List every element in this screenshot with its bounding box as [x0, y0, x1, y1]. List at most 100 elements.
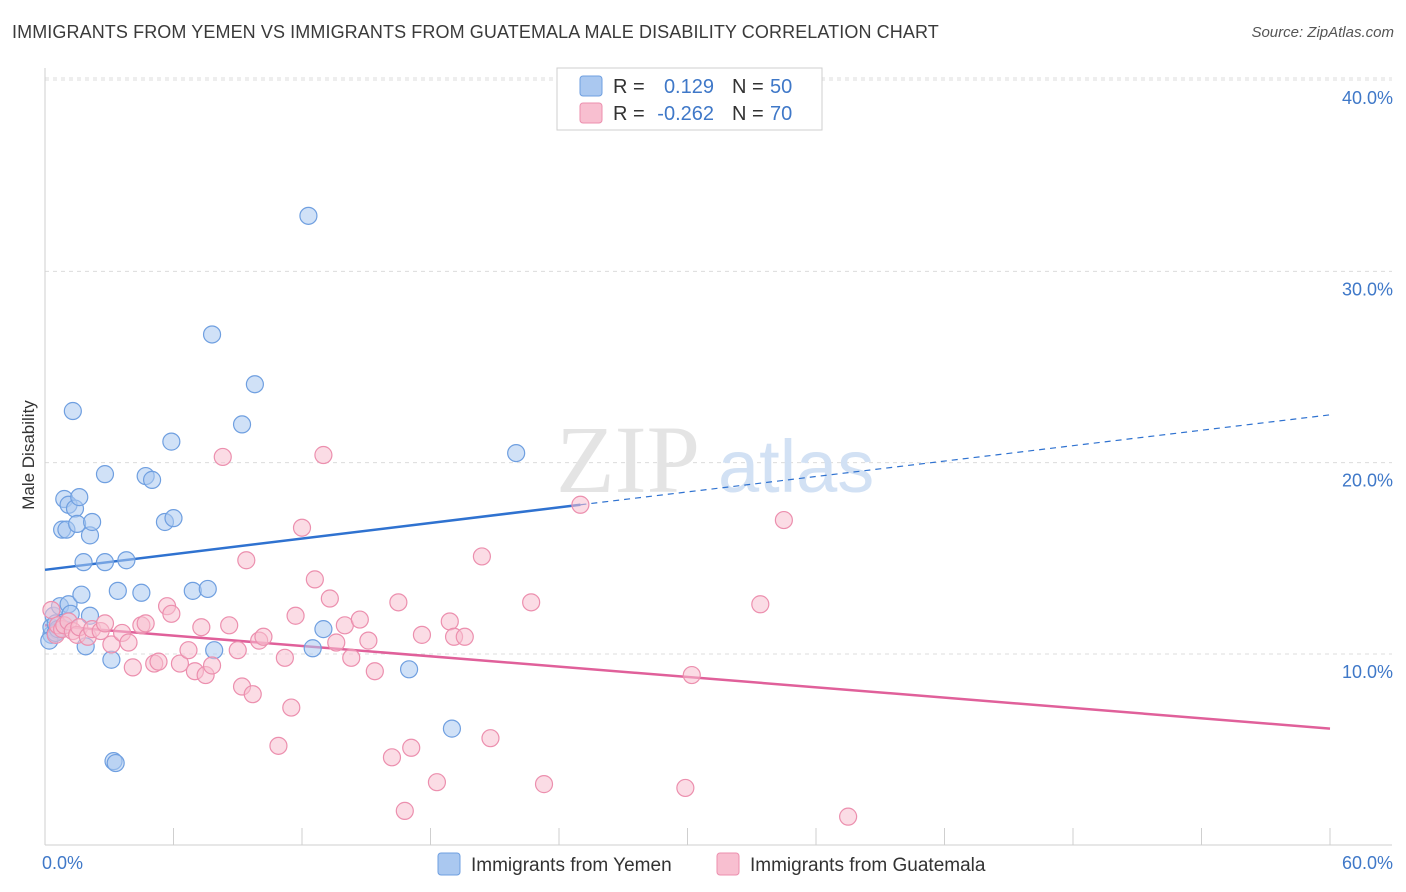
point-guatemala-67 — [751, 595, 770, 614]
legend-r-label-yemen: R = — [613, 76, 645, 98]
point-guatemala-26 — [192, 618, 211, 637]
point-yemen-32 — [162, 432, 181, 451]
point-guatemala-43 — [314, 445, 333, 465]
series-yemen — [40, 206, 526, 773]
axes — [44, 68, 1392, 846]
legend-swatch-guatemala — [579, 102, 603, 124]
point-yemen-35 — [198, 579, 217, 599]
point-guatemala-23 — [170, 654, 190, 673]
point-guatemala-48 — [350, 610, 369, 629]
y-tick-label-40: 40.0% — [1342, 88, 1393, 108]
legend-n-value-guatemala: 70 — [770, 103, 792, 125]
point-yemen-42 — [314, 620, 333, 639]
point-guatemala-22 — [162, 604, 181, 623]
tick-labels: 10.0% 20.0% 30.0% 40.0% 0.0% 60.0% — [42, 88, 1393, 873]
point-guatemala-0 — [42, 600, 61, 620]
watermark: ZIP atlas — [556, 406, 874, 513]
point-yemen-27 — [117, 551, 136, 570]
bottom-legend-label-yemen: Immigrants from Yemen — [471, 855, 672, 876]
legend-box: R = 0.129 N = 50 R = -0.262 N = 70 — [556, 67, 823, 131]
y-tick-label-20: 20.0% — [1342, 471, 1393, 491]
point-yemen-20 — [83, 512, 102, 532]
legend-r-value-guatemala: -0.262 — [657, 103, 714, 125]
point-guatemala-12 — [95, 614, 115, 633]
bottom-legend-swatch-guatemala — [716, 852, 740, 876]
series-guatemala — [42, 445, 858, 826]
watermark-atlas: atlas — [718, 425, 874, 508]
point-guatemala-63 — [534, 775, 554, 794]
y-tick-label-30: 30.0% — [1342, 279, 1393, 299]
point-guatemala-64 — [571, 495, 590, 514]
watermark-zip: ZIP — [556, 406, 700, 513]
point-guatemala-61 — [481, 729, 500, 748]
point-guatemala-38 — [275, 648, 294, 667]
bottom-legend: Immigrants from Yemen Immigrants from Gu… — [437, 852, 986, 876]
bottom-legend-label-guatemala: Immigrants from Guatemala — [750, 855, 986, 876]
point-guatemala-16 — [123, 658, 142, 677]
point-guatemala-30 — [220, 616, 239, 635]
point-guatemala-49 — [359, 631, 378, 650]
point-guatemala-31 — [228, 641, 247, 660]
point-guatemala-66 — [682, 665, 701, 685]
point-guatemala-50 — [365, 662, 384, 681]
point-guatemala-33 — [237, 551, 256, 570]
point-guatemala-60 — [472, 547, 491, 566]
point-yemen-16 — [74, 553, 93, 572]
point-yemen-26 — [108, 581, 127, 600]
x-tick-label-max: 60.0% — [1342, 853, 1393, 873]
point-yemen-43 — [399, 660, 419, 679]
point-yemen-28 — [132, 583, 151, 602]
point-guatemala-57 — [440, 612, 459, 631]
point-guatemala-51 — [382, 748, 402, 767]
point-yemen-14 — [70, 488, 89, 507]
point-yemen-39 — [245, 375, 264, 394]
point-guatemala-20 — [149, 652, 168, 671]
point-yemen-38 — [232, 415, 252, 434]
point-guatemala-52 — [389, 593, 408, 612]
point-guatemala-37 — [269, 736, 288, 755]
trend-line-yemen-extension — [580, 414, 1331, 506]
point-yemen-41 — [303, 639, 322, 658]
point-guatemala-28 — [202, 656, 222, 675]
point-guatemala-45 — [327, 633, 346, 652]
point-yemen-34 — [183, 581, 202, 600]
point-yemen-33 — [164, 509, 183, 528]
y-tick-label-10: 10.0% — [1342, 662, 1393, 682]
bottom-legend-swatch-yemen — [437, 852, 461, 876]
point-guatemala-29 — [213, 447, 232, 467]
point-guatemala-41 — [292, 518, 312, 537]
point-guatemala-15 — [119, 633, 138, 652]
chart-title: IMMIGRANTS FROM YEMEN VS IMMIGRANTS FROM… — [12, 22, 939, 42]
legend-n-label-yemen: N = — [732, 76, 764, 98]
point-guatemala-47 — [342, 648, 361, 667]
x-tick-label-min: 0.0% — [42, 853, 83, 873]
point-yemen-15 — [72, 585, 91, 604]
point-yemen-30 — [142, 470, 162, 489]
legend-r-value-yemen: 0.129 — [664, 76, 714, 98]
legend-n-value-yemen: 50 — [770, 76, 792, 98]
legend-n-label-guatemala: N = — [732, 103, 764, 125]
point-yemen-40 — [299, 206, 318, 225]
point-yemen-36 — [202, 325, 222, 344]
point-guatemala-39 — [282, 698, 301, 717]
point-guatemala-69 — [839, 807, 858, 826]
data-points — [40, 206, 858, 826]
legend-r-label-guatemala: R = — [613, 103, 645, 125]
point-guatemala-24 — [179, 641, 198, 660]
point-guatemala-62 — [522, 593, 541, 612]
point-guatemala-65 — [676, 778, 695, 798]
point-guatemala-68 — [774, 510, 793, 530]
point-yemen-23 — [102, 650, 121, 669]
point-yemen-21 — [95, 465, 115, 484]
point-yemen-45 — [507, 444, 526, 463]
y-axis-title: Male Disability — [19, 400, 38, 510]
point-guatemala-36 — [254, 627, 273, 646]
point-yemen-11 — [63, 401, 82, 421]
point-guatemala-55 — [412, 625, 432, 644]
point-guatemala-40 — [286, 606, 305, 625]
point-guatemala-56 — [427, 773, 447, 792]
point-guatemala-34 — [243, 685, 262, 704]
point-guatemala-59 — [455, 627, 474, 646]
source-label: Source: ZipAtlas.com — [1251, 24, 1394, 41]
